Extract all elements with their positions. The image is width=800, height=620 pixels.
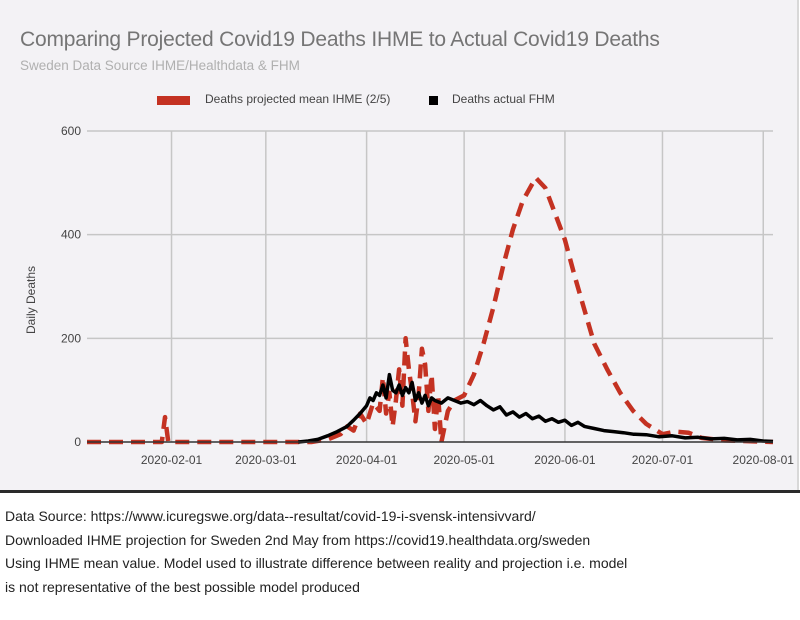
chart-subtitle: Sweden Data Source IHME/Healthdata & FHM (20, 58, 300, 73)
series-line (298, 372, 774, 444)
y-tick-label: 200 (61, 331, 81, 345)
x-tick-label: 2020-07-01 (632, 453, 694, 467)
x-tick-label: 2020-06-01 (534, 453, 596, 467)
x-tick-label: 2020-04-01 (336, 453, 398, 467)
footnote-line: is not representative of the best possib… (5, 578, 360, 595)
y-tick-label: 400 (61, 228, 81, 242)
series-actual (298, 372, 774, 444)
x-tick-label: 2020-05-01 (433, 453, 495, 467)
legend-label-actual: Deaths actual FHM (452, 92, 555, 106)
footnote-line: Data Source: https://www.icuregswe.org/d… (5, 508, 536, 524)
y-tick-label: 0 (74, 435, 81, 449)
legend-swatch-actual (429, 96, 438, 105)
y-tick-label: 600 (61, 124, 81, 138)
legend-swatch-projected (157, 96, 190, 105)
legend-label-projected: Deaths projected mean IHME (2/5) (205, 92, 391, 106)
footnotes: Data Source: https://www.icuregswe.org/d… (5, 505, 627, 599)
divider (0, 490, 800, 493)
plot-area: 0 200 400 600 2020-02-01 2020-03-01 2020-04-0… (61, 124, 795, 467)
x-tick-label: 2020-02-01 (141, 453, 203, 467)
footnote-line: Using IHME mean value. Model used to ill… (5, 555, 628, 571)
x-tick-label: 2020-08-01 (733, 453, 795, 467)
chart-title: Comparing Projected Covid19 Deaths IHME … (20, 28, 660, 51)
chart-panel: Comparing Projected Covid19 Deaths IHME … (0, 0, 799, 490)
footnote-line: Downloaded IHME projection for Sweden 2n… (5, 531, 591, 548)
x-tick-label: 2020-03-01 (235, 453, 297, 467)
